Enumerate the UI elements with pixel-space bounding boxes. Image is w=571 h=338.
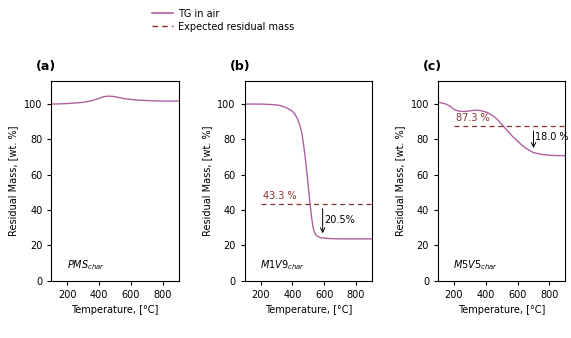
Y-axis label: Residual Mass, [wt. %]: Residual Mass, [wt. %] [395,126,405,236]
X-axis label: Temperature, [°C]: Temperature, [°C] [458,305,545,315]
Text: 43.3 %: 43.3 % [263,191,297,201]
X-axis label: Temperature, [°C]: Temperature, [°C] [71,305,159,315]
X-axis label: Temperature, [°C]: Temperature, [°C] [264,305,352,315]
Text: (a): (a) [36,60,57,73]
Y-axis label: Residual Mass, [wt. %]: Residual Mass, [wt. %] [9,126,18,236]
Text: $M5V5_{char}$: $M5V5_{char}$ [453,259,498,272]
Y-axis label: Residual Mass, [wt. %]: Residual Mass, [wt. %] [202,126,212,236]
Text: $M1V9_{char}$: $M1V9_{char}$ [260,259,305,272]
Text: (c): (c) [423,60,442,73]
Text: 87.3 %: 87.3 % [456,113,490,123]
Legend: TG in air, Expected residual mass: TG in air, Expected residual mass [148,5,298,35]
Text: (b): (b) [230,60,250,73]
Text: 18.0 %: 18.0 % [536,131,569,142]
Text: 20.5%: 20.5% [324,215,355,225]
Text: $PMS_{char}$: $PMS_{char}$ [67,259,104,272]
